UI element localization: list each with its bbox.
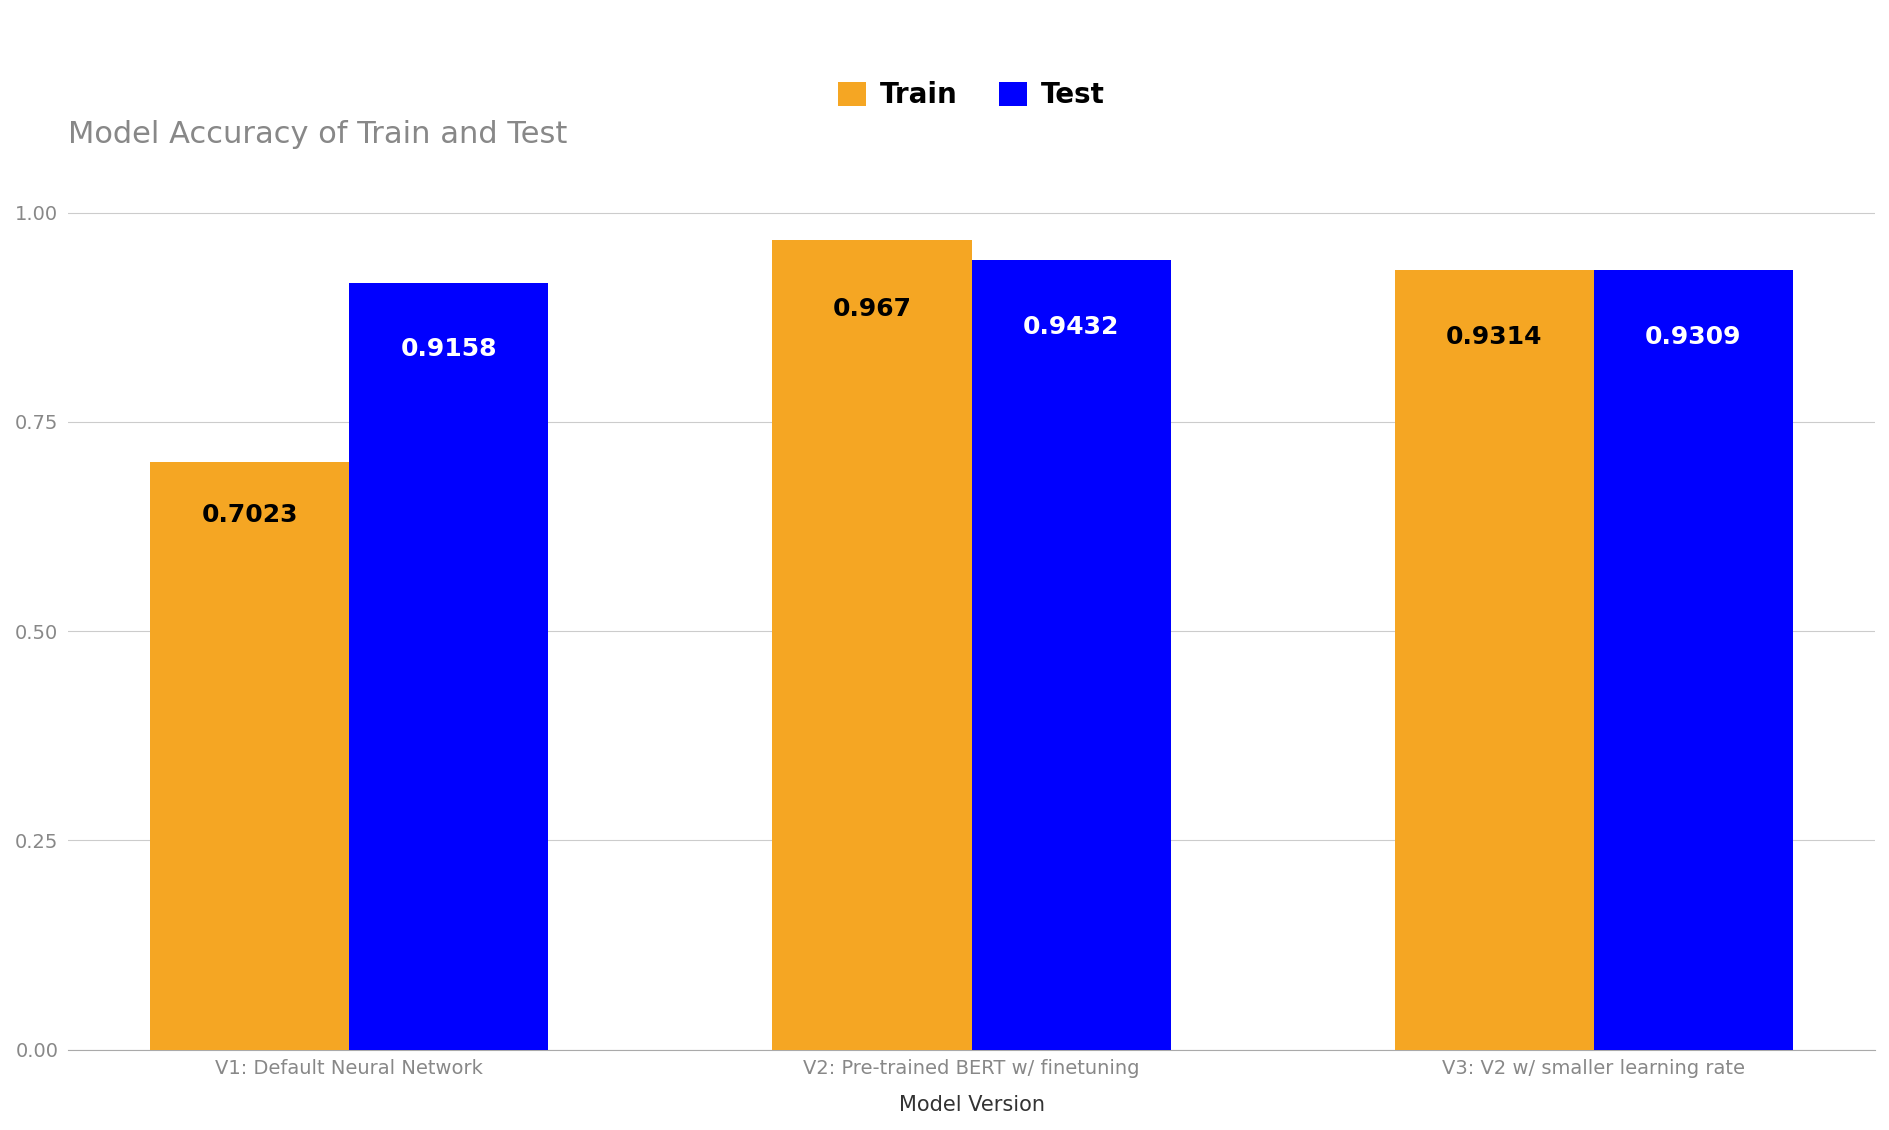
Bar <box>1592 270 1793 1050</box>
Text: 0.9158: 0.9158 <box>400 337 497 360</box>
Bar <box>149 462 349 1050</box>
Text: Model Accuracy of Train and Test: Model Accuracy of Train and Test <box>68 120 567 149</box>
Text: 0.9432: 0.9432 <box>1022 315 1118 339</box>
Bar <box>971 260 1169 1050</box>
Bar <box>1394 270 1592 1050</box>
Text: 0.9309: 0.9309 <box>1643 325 1740 349</box>
Bar <box>349 282 548 1050</box>
Text: 0.7023: 0.7023 <box>202 503 298 527</box>
Legend: Train, Test: Train, Test <box>827 70 1115 121</box>
Text: 0.967: 0.967 <box>831 297 910 321</box>
Bar <box>773 241 971 1050</box>
X-axis label: Model Version: Model Version <box>897 1095 1045 1115</box>
Text: 0.9314: 0.9314 <box>1445 324 1541 348</box>
